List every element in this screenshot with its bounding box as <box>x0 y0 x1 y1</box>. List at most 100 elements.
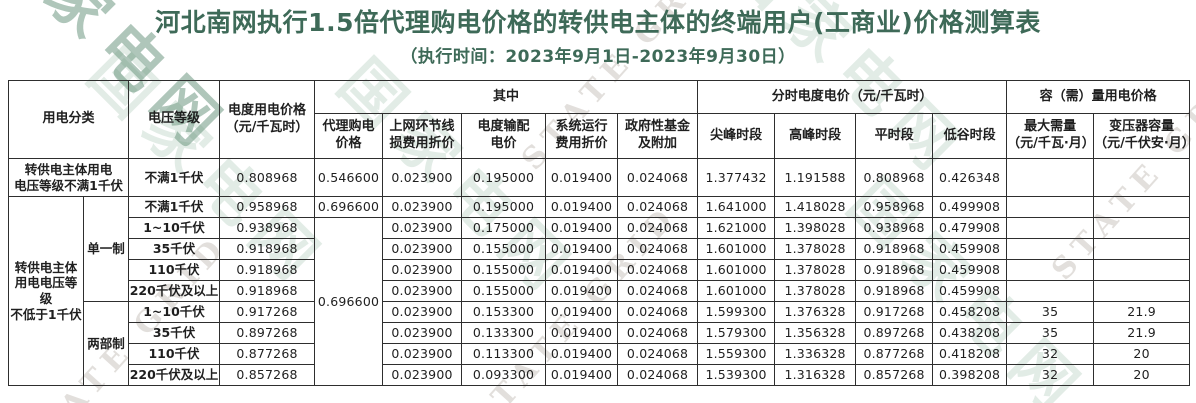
gov-fund-cell: 0.024068 <box>617 280 699 302</box>
header-tou: 分时电度电价（元/千瓦时） <box>697 80 1008 114</box>
header-voltage-level: 电压等级 <box>128 80 221 159</box>
system-fee-cell: 0.019400 <box>545 196 619 218</box>
high-peak-cell: 1.378028 <box>774 238 857 260</box>
energy-price-cell: 0.938968 <box>219 217 316 239</box>
transmission-cell: 0.093300 <box>461 364 547 386</box>
valley-cell: 0.418208 <box>932 343 1008 365</box>
line-loss-cell: 0.023900 <box>382 322 463 344</box>
max-demand-cell <box>1006 196 1095 218</box>
gov-fund-cell: 0.024068 <box>617 322 699 344</box>
valley-cell: 0.459908 <box>932 259 1008 281</box>
max-demand-cell <box>1006 217 1095 239</box>
system-fee-cell: 0.019400 <box>545 259 619 281</box>
system-fee-cell: 0.019400 <box>545 343 619 365</box>
line-loss-cell: 0.023900 <box>382 158 463 197</box>
valley-cell: 0.458208 <box>932 301 1008 323</box>
high-peak-cell: 1.418028 <box>774 196 857 218</box>
system-fee-cell: 0.019400 <box>545 158 619 197</box>
valley-cell: 0.426348 <box>932 158 1008 197</box>
energy-price-cell: 0.897268 <box>219 322 316 344</box>
sharp-peak-cell: 1.539300 <box>697 364 776 386</box>
line-loss-cell: 0.023900 <box>382 280 463 302</box>
max-demand-cell <box>1006 280 1095 302</box>
page-title: 河北南网执行1.5倍代理购电价格的转供电主体的终端用户(工商业)价格测算表 <box>155 8 1041 37</box>
flat-cell: 0.938968 <box>855 217 934 239</box>
header-use-category: 用电分类 <box>7 80 130 159</box>
transmission-cell: 0.195000 <box>461 196 547 218</box>
sharp-peak-cell: 1.621000 <box>697 217 776 239</box>
header-system-fee: 系统运行 费用折价 <box>545 113 619 159</box>
voltage-cell: 1~10千伏 <box>128 217 221 239</box>
table-row: 110千伏 0.877268 0.023900 0.113300 0.01940… <box>9 343 1191 365</box>
flat-cell: 0.958968 <box>855 196 934 218</box>
high-peak-cell: 1.356328 <box>774 322 857 344</box>
header-high-peak: 高峰时段 <box>774 113 857 159</box>
system-fee-cell: 0.019400 <box>545 364 619 386</box>
transmission-cell: 0.155000 <box>461 280 547 302</box>
line-loss-cell: 0.023900 <box>382 259 463 281</box>
sharp-peak-cell: 1.601000 <box>697 280 776 302</box>
agent-price-cell: 0.696600 <box>314 217 384 386</box>
voltage-cell: 1~10千伏 <box>128 301 221 323</box>
header-capacity: 容（需）量用电价格 <box>1006 80 1191 114</box>
flat-cell: 0.877268 <box>855 343 934 365</box>
category-cell: 转供电主体 用电电压等级 不低于1千伏 <box>8 196 84 386</box>
high-peak-cell: 1.398028 <box>774 217 857 239</box>
sharp-peak-cell: 1.579300 <box>697 322 776 344</box>
table-row: 转供电主体 用电电压等级 不低于1千伏 单一制 不满1千伏 0.958968 0… <box>8 196 1191 386</box>
flat-cell: 0.857268 <box>855 364 934 386</box>
valley-cell: 0.479908 <box>932 217 1008 239</box>
transformer-capacity-cell: 21.9 <box>1093 301 1191 323</box>
category-cell: 转供电主体用电 电压等级不满1千伏 <box>7 158 130 197</box>
transformer-capacity-cell <box>1093 280 1191 302</box>
high-peak-cell: 1.316328 <box>774 364 857 386</box>
header-transmission: 电度输配 电价 <box>461 113 547 159</box>
valley-cell: 0.438208 <box>932 322 1008 344</box>
gov-fund-cell: 0.024068 <box>617 196 699 218</box>
line-loss-cell: 0.023900 <box>382 364 463 386</box>
high-peak-cell: 1.376328 <box>774 301 857 323</box>
transmission-cell: 0.195000 <box>461 158 547 197</box>
sharp-peak-cell: 1.559300 <box>697 343 776 365</box>
valley-cell: 0.459908 <box>932 280 1008 302</box>
line-loss-cell: 0.023900 <box>382 196 463 218</box>
voltage-cell: 不满1千伏 <box>128 158 221 197</box>
system-fee-cell: 0.019400 <box>545 217 619 239</box>
line-loss-cell: 0.023900 <box>382 343 463 365</box>
valley-cell: 0.459908 <box>932 238 1008 260</box>
transformer-capacity-cell <box>1093 259 1191 281</box>
max-demand-cell: 32 <box>1006 343 1095 365</box>
gov-fund-cell: 0.024068 <box>617 301 699 323</box>
gov-fund-cell: 0.024068 <box>617 158 699 197</box>
sharp-peak-cell: 1.641000 <box>697 196 776 218</box>
transformer-capacity-cell <box>1093 217 1191 239</box>
transformer-capacity-cell: 20 <box>1093 364 1191 386</box>
max-demand-cell <box>1006 238 1095 260</box>
agent-price-cell: 0.696600 <box>314 196 384 218</box>
transformer-capacity-cell: 20 <box>1093 343 1191 365</box>
energy-price-cell: 0.918968 <box>219 280 316 302</box>
header-max-demand: 最大需量 （元/千瓦·月） <box>1006 113 1095 159</box>
transmission-cell: 0.113300 <box>461 343 547 365</box>
page-subtitle: （执行时间：2023年9月1日-2023年9月30日） <box>400 47 796 67</box>
system-fee-cell: 0.019400 <box>545 280 619 302</box>
voltage-cell: 220千伏及以上 <box>128 280 221 302</box>
header-transformer-capacity: 变压器容量 （元/千伏安·月） <box>1093 113 1191 159</box>
transmission-cell: 0.175000 <box>461 217 547 239</box>
agent-price-cell: 0.546600 <box>314 158 384 197</box>
system-fee-cell: 0.019400 <box>545 322 619 344</box>
gov-fund-cell: 0.024068 <box>617 343 699 365</box>
sharp-peak-cell: 1.601000 <box>697 238 776 260</box>
transformer-capacity-cell <box>1093 158 1191 197</box>
max-demand-cell <box>1006 158 1095 197</box>
max-demand-cell: 35 <box>1006 322 1095 344</box>
energy-price-cell: 0.917268 <box>219 301 316 323</box>
energy-price-cell: 0.877268 <box>219 343 316 365</box>
gov-fund-cell: 0.024068 <box>617 259 699 281</box>
pricing-system-cell: 单一制 <box>82 196 130 302</box>
energy-price-cell: 0.918968 <box>219 238 316 260</box>
sharp-peak-cell: 1.601000 <box>697 259 776 281</box>
flat-cell: 0.897268 <box>855 322 934 344</box>
line-loss-cell: 0.023900 <box>382 301 463 323</box>
